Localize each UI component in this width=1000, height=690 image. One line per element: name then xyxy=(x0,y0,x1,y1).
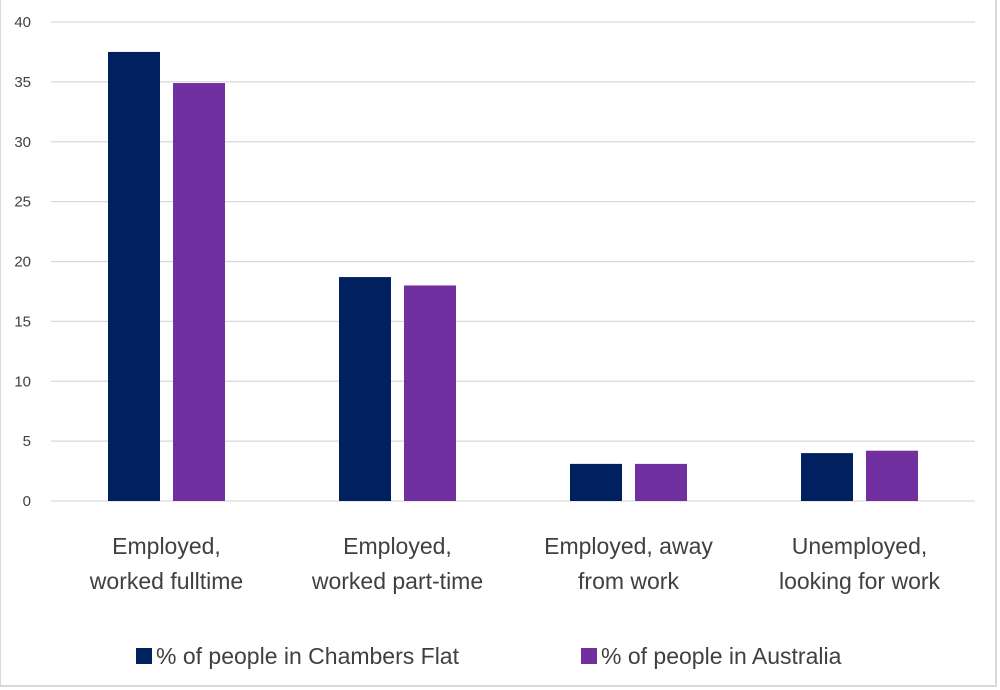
x-axis-category-labels: Employed, worked fulltime Employed, worked … xyxy=(89,533,941,594)
y-tick-label: 5 xyxy=(23,433,31,450)
y-tick-label: 15 xyxy=(14,313,31,330)
x-category-label: looking for work xyxy=(779,568,941,594)
bar-chambers-flat xyxy=(339,277,391,501)
legend-label: % of people in Chambers Flat xyxy=(156,643,460,669)
x-category-label: worked part-time xyxy=(311,568,483,594)
bar-australia xyxy=(635,463,687,501)
y-axis-tick-labels: 0 5 10 15 20 25 30 35 40 xyxy=(14,14,31,510)
y-tick-label: 0 xyxy=(23,493,31,510)
x-category-label: Employed, xyxy=(343,533,452,559)
x-category-label: Unemployed, xyxy=(792,533,928,559)
x-category-label: worked fulltime xyxy=(89,568,243,594)
bar-chambers-flat xyxy=(801,453,853,501)
bar-australia xyxy=(173,83,225,501)
legend-label: % of people in Australia xyxy=(601,643,842,669)
y-tick-label: 25 xyxy=(14,194,31,211)
legend: % of people in Chambers Flat % of people … xyxy=(136,643,842,669)
bars xyxy=(108,51,918,501)
bar-chambers-flat xyxy=(108,51,160,501)
legend-swatch xyxy=(136,648,152,664)
bar-australia xyxy=(866,450,918,501)
y-tick-label: 10 xyxy=(14,373,31,390)
y-tick-label: 40 xyxy=(14,14,31,31)
legend-swatch xyxy=(581,648,597,664)
y-tick-label: 20 xyxy=(14,254,31,271)
y-tick-label: 30 xyxy=(14,134,31,151)
bar-chambers-flat xyxy=(570,463,622,501)
x-category-label: Employed, xyxy=(112,533,221,559)
x-category-label: from work xyxy=(578,568,679,594)
x-category-label: Employed, away xyxy=(544,533,713,559)
bar-australia xyxy=(404,285,456,501)
y-tick-label: 35 xyxy=(14,74,31,91)
